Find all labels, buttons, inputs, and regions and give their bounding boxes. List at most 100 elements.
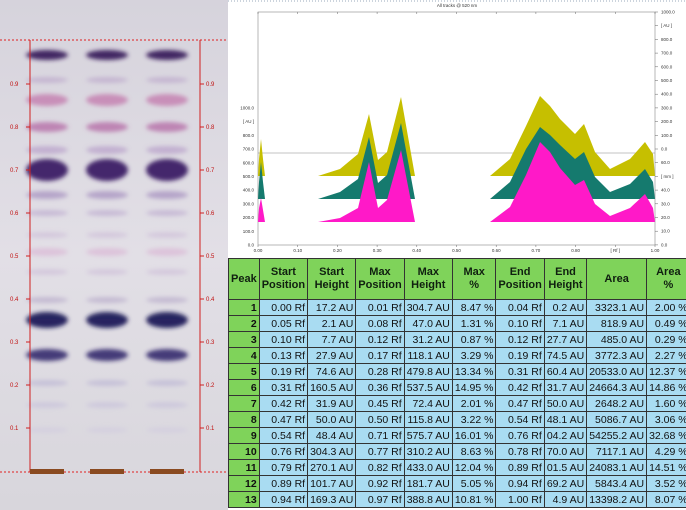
cell: 0.2 AU bbox=[543, 299, 588, 316]
left-axis-label: 200.0 bbox=[243, 215, 255, 220]
peak-number: 2 bbox=[228, 315, 260, 332]
band bbox=[146, 146, 188, 154]
table-row: 8 0.47 Rf 50.0 AU 0.50 Rf 115.8 AU 3.22 % 0.54… bbox=[228, 411, 686, 428]
band bbox=[146, 248, 188, 256]
cell: 7117.1 AU bbox=[586, 443, 648, 460]
cell: 0.42 Rf bbox=[495, 379, 545, 396]
right-axis-label: 0.0 bbox=[661, 242, 668, 247]
cell: 72.4 AU bbox=[403, 395, 453, 412]
right-axis-label: 300.0 bbox=[661, 105, 673, 110]
cell: 0.10 Rf bbox=[258, 331, 309, 348]
cell: 3.06 % bbox=[646, 411, 686, 428]
peak-number: 5 bbox=[228, 363, 260, 380]
cell: 0.42 Rf bbox=[258, 395, 309, 412]
origin-spot bbox=[30, 469, 64, 474]
table-row: 6 0.31 Rf 160.5 AU 0.36 Rf 537.5 AU 14.95 % 0.… bbox=[228, 379, 686, 396]
rf-label: 0.2 bbox=[206, 383, 215, 389]
band bbox=[86, 427, 128, 433]
header-text: Height bbox=[314, 279, 349, 291]
peak-number: 4 bbox=[228, 347, 260, 364]
cell: 3323.1 AU bbox=[586, 299, 648, 316]
rf-label: 0.4 bbox=[206, 297, 215, 303]
cell: 181.7 AU bbox=[403, 475, 453, 492]
cell: 304.7 AU bbox=[403, 299, 453, 316]
rf-label: 0.9 bbox=[10, 82, 19, 88]
cell: 01.5 AU bbox=[543, 459, 588, 476]
right-axis-label: 40.0 bbox=[661, 188, 670, 193]
table-row: 9 0.54 Rf 48.4 AU 0.71 Rf 575.7 AU 16.01 % 0.7… bbox=[228, 427, 686, 444]
cell: 74.6 AU bbox=[307, 363, 357, 380]
band bbox=[86, 297, 128, 303]
band bbox=[86, 94, 128, 106]
band bbox=[146, 380, 188, 386]
left-axis-label: [ AU ] bbox=[243, 119, 254, 124]
peak-number: 13 bbox=[228, 491, 260, 508]
right-axis-label: 700.0 bbox=[661, 51, 673, 56]
cell: 8.63 % bbox=[451, 443, 497, 460]
right-axis-label: 400.0 bbox=[661, 92, 673, 97]
x-tick-label: 0.50 bbox=[452, 248, 461, 253]
cell: 0.79 Rf bbox=[258, 459, 309, 476]
cell: 0.12 Rf bbox=[355, 331, 405, 348]
right-axis-label: [ AU ] bbox=[661, 23, 672, 28]
bands bbox=[26, 50, 188, 433]
tracks bbox=[258, 96, 655, 222]
band bbox=[146, 50, 188, 60]
cell: 13.34 % bbox=[451, 363, 497, 380]
cell: 0.87 % bbox=[451, 331, 497, 348]
cell: 69.2 AU bbox=[543, 475, 588, 492]
cell: 0.05 Rf bbox=[258, 315, 309, 332]
header-text: Position bbox=[261, 279, 306, 291]
cell: 60.4 AU bbox=[543, 363, 588, 380]
column-header: Max% bbox=[451, 258, 497, 300]
cell: 31.7 AU bbox=[543, 379, 588, 396]
band bbox=[86, 210, 128, 216]
band bbox=[26, 50, 68, 60]
cell: 48.1 AU bbox=[543, 411, 588, 428]
cell: 115.8 AU bbox=[403, 411, 453, 428]
band bbox=[86, 349, 128, 361]
header-text: Start bbox=[319, 266, 345, 278]
left-axis-label: 0.0 bbox=[248, 243, 255, 248]
band bbox=[146, 77, 188, 83]
cell: 0.17 Rf bbox=[355, 347, 405, 364]
header-text: % bbox=[469, 279, 480, 291]
left-axis-label: 800.0 bbox=[243, 133, 255, 138]
right-axis-label: 800.0 bbox=[661, 37, 673, 42]
band bbox=[86, 122, 128, 132]
cell: 12.04 % bbox=[451, 459, 497, 476]
band bbox=[26, 146, 68, 154]
cell: 0.08 Rf bbox=[355, 315, 405, 332]
table-row: 5 0.19 Rf 74.6 AU 0.28 Rf 479.8 AU 13.34 % 0.3… bbox=[228, 363, 686, 380]
cell: 818.9 AU bbox=[586, 315, 648, 332]
x-tick-label: 0.30 bbox=[373, 248, 382, 253]
band bbox=[86, 146, 128, 154]
band bbox=[146, 312, 188, 328]
band bbox=[26, 210, 68, 216]
band bbox=[86, 50, 128, 60]
cell: 0.04 Rf bbox=[495, 299, 545, 316]
table-row: 11 0.79 Rf 270.1 AU 0.82 Rf 433.0 AU 12.04 % 0… bbox=[228, 459, 686, 476]
cell: 04.2 AU bbox=[543, 427, 588, 444]
header-text: Area bbox=[656, 266, 681, 278]
cell: 1.60 % bbox=[646, 395, 686, 412]
column-header: Max Height bbox=[403, 258, 453, 300]
cell: 2.1 AU bbox=[307, 315, 357, 332]
left-axis-label: 600.0 bbox=[243, 160, 255, 165]
cell: 0.12 Rf bbox=[495, 331, 545, 348]
cell: 0.31 Rf bbox=[258, 379, 309, 396]
table-row: 13 0.94 Rf 169.3 AU 0.97 Rf 388.8 AU 10.81 % 1… bbox=[228, 491, 686, 508]
cell: 12.37 % bbox=[646, 363, 686, 380]
cell: 50.0 AU bbox=[543, 395, 588, 412]
cell: 32.68 % bbox=[646, 427, 686, 444]
header-text: % bbox=[663, 279, 674, 291]
cell: 0.47 Rf bbox=[495, 395, 545, 412]
header-text: Position bbox=[358, 279, 402, 291]
band bbox=[86, 232, 128, 238]
cell: 0.28 Rf bbox=[355, 363, 405, 380]
left-axis-label: 1000.0 bbox=[240, 106, 254, 111]
cell: 54255.2 AU bbox=[586, 427, 648, 444]
cell: 50.0 AU bbox=[307, 411, 357, 428]
band bbox=[26, 248, 68, 256]
header-text: Max bbox=[417, 266, 439, 278]
